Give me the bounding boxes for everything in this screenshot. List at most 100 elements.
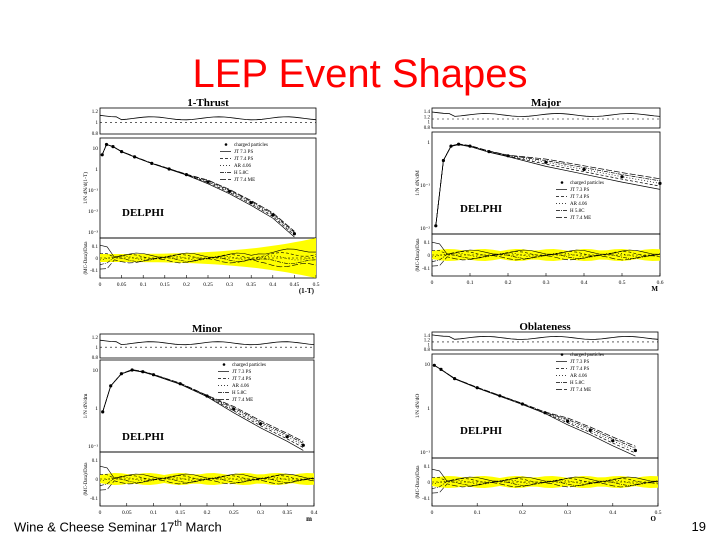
1-thrust-diff-label: (MC-Data)/Data [84,241,89,275]
major-data-point [658,181,662,185]
thrust-plot: 1.2 1 0.8 10 1 10⁻¹ 10⁻² 10⁻³ DELPHI charged part… [82,97,320,298]
1-thrust-data-point [184,173,188,177]
minor-diff-line-2 [99,474,315,481]
footer-seminar: Wine & Cheese Seminar 17th March [14,518,222,534]
major-legend-entry: charged particles [570,181,604,186]
1-thrust-data-point [206,180,210,184]
minor-diff-line-4 [99,477,315,486]
minor-data-point [119,372,123,376]
1-thrust-x-tick: 0.15 [160,282,170,288]
minor-diff-tick: -0.1 [90,497,98,502]
minor-legend-entry: H 5.8C [232,391,247,396]
1-thrust-model-line-1 [101,144,295,238]
major-data-point [620,175,624,179]
1-thrust-diff-tick: 0 [96,257,99,262]
oblateness-legend-entry: JT 7.3 PS [570,360,589,365]
1-thrust-data-point [120,150,124,154]
minor-ratio-tick: 1.2 [92,336,99,341]
oblateness-diff-tick: 0 [428,481,431,486]
minor-x-label: m [306,515,312,523]
1-thrust-model-line-2 [101,144,295,236]
minor-y-tick: 10 [93,368,99,374]
major-x-tick: 0.6 [657,280,664,286]
oblateness-model-line-2 [434,365,636,454]
major-data-point [506,154,510,158]
oblateness-legend-marker [560,353,564,356]
oblateness-diff-tick: 0.1 [424,465,431,470]
oblateness-data-point [453,377,457,381]
major-ratio-tick: 0.8 [424,126,431,131]
major-experiment-label: DELPHI [460,203,502,215]
oblateness-chart-title: Oblateness [519,321,571,333]
1-thrust-legend-entry: AR 4.06 [234,164,251,169]
oblateness-plot: 1.4 1.2 1 0.8 10 1 10⁻¹ DELPHI charged particles… [415,320,665,528]
major-legend-entry: AR 4.06 [570,202,587,207]
1-thrust-data-point [111,145,115,149]
thrust-plot-svg: 1.2 1 0.8 10 1 10⁻¹ 10⁻² 10⁻³ DELPHI charged part… [82,97,320,295]
1-thrust-diff-tick: 0.1 [92,245,99,250]
1-thrust-legend-marker [224,143,228,146]
minor-model-line-5 [102,369,304,442]
minor-ratio-curve [99,339,315,346]
minor-data-point [301,443,305,447]
1-thrust-x-tick: 0.2 [183,282,190,288]
1-thrust-x-tick: 0.1 [140,282,147,288]
major-data-point [457,142,461,146]
1-thrust-ratio-curve [99,114,317,121]
oblateness-data-point [543,411,547,415]
1-thrust-x-label: (1-T) [299,287,315,295]
minor-x-tick: 0.05 [122,510,132,516]
major-data-point [434,224,438,228]
1-thrust-data-point [100,153,104,157]
major-x-tick: 0.3 [543,280,550,286]
oblateness-data-point [588,428,592,432]
1-thrust-diff-line-3 [99,255,317,261]
oblateness-x-tick: 0.3 [564,510,571,516]
1-thrust-legend-entry: charged particles [234,143,268,148]
oblateness-legend-entry: JT 7.4 PS [570,367,589,372]
1-thrust-legend-entry: JT 7.4 ME [234,178,255,183]
oblateness-x-tick: 0.1 [474,510,481,516]
1-thrust-diff-tick: -0.1 [90,269,98,274]
minor-chart-title: Minor [192,323,222,335]
oblateness-model-line-1 [434,365,636,457]
minor-ratio-tick: 1 [96,346,99,351]
1-thrust-y-tick: 10⁻³ [88,230,98,236]
1-thrust-x-tick: 0 [99,282,102,288]
major-plot: 1.4 1.2 1 0.8 1 10⁻¹ 10⁻² DELPHI charged particl… [415,97,665,298]
major-diff-label: (MC-Data)/Data [416,238,421,272]
minor-x-tick: 0.15 [175,510,185,516]
1-thrust-data-point [167,167,171,171]
oblateness-y-label: 1/N dN/dO [415,394,421,419]
minor-y-tick: 1 [95,406,98,412]
oblateness-diff-line-3 [431,479,659,485]
major-x-tick: 0.2 [505,280,512,286]
major-x-label: M [651,285,658,293]
major-diff-line-2 [431,250,661,257]
minor-ratio-tick: 0.8 [92,356,99,361]
major-legend-marker [560,181,564,184]
1-thrust-legend-entry: JT 7.3 PS [234,150,253,155]
minor-data-point [285,435,289,439]
1-thrust-y-tick: 10⁻¹ [88,188,98,194]
footer-sup: th [174,518,182,528]
oblateness-ratio-tick: 1.2 [424,339,431,344]
minor-data-point [101,410,105,414]
1-thrust-data-point [292,232,296,236]
oblateness-x-tick: 0 [431,510,434,516]
oblateness-legend-entry: H 5.8C [570,381,585,386]
1-thrust-data-point [271,213,275,217]
major-legend-entry: H 5.8C [570,209,585,214]
minor-diff-label: (MC-Data)/Data [84,462,89,496]
major-data-point [468,144,472,148]
1-thrust-x-tick: 0.05 [117,282,127,288]
1-thrust-diff-line-1 [99,244,316,258]
1-thrust-diff-line-4 [99,256,317,265]
1-thrust-x-tick: 0.25 [203,282,213,288]
1-thrust-diff-line-5 [99,258,317,270]
minor-data-point [178,382,182,386]
oblateness-legend-entry: AR 4.06 [570,374,587,379]
1-thrust-x-tick: 0.3 [226,282,233,288]
minor-experiment-label: DELPHI [122,431,164,443]
